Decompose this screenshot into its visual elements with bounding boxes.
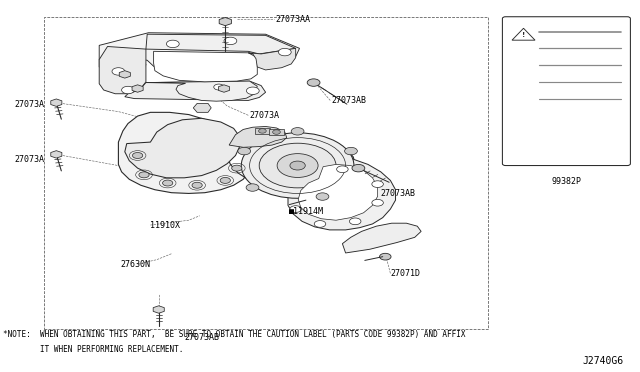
Text: 27073A: 27073A: [14, 100, 44, 109]
Circle shape: [372, 181, 383, 187]
Circle shape: [380, 253, 391, 260]
Polygon shape: [248, 48, 296, 70]
Circle shape: [278, 48, 291, 56]
Text: J2740G6: J2740G6: [583, 356, 624, 366]
Circle shape: [372, 199, 383, 206]
Circle shape: [192, 182, 202, 188]
Polygon shape: [118, 112, 355, 193]
Polygon shape: [255, 128, 270, 134]
Text: 99382P: 99382P: [552, 177, 581, 186]
Polygon shape: [154, 51, 257, 82]
Circle shape: [241, 133, 354, 198]
Text: 27073AB: 27073AB: [381, 189, 416, 198]
Circle shape: [139, 172, 149, 178]
Polygon shape: [125, 118, 240, 178]
Polygon shape: [269, 129, 284, 135]
Polygon shape: [99, 33, 300, 78]
Text: IT WHEN PERFORMING REPLACEMENT.: IT WHEN PERFORMING REPLACEMENT.: [3, 345, 184, 354]
Circle shape: [314, 221, 326, 227]
Text: 27630N: 27630N: [120, 260, 150, 269]
Text: 27073A: 27073A: [14, 155, 44, 164]
Polygon shape: [99, 46, 146, 94]
Circle shape: [277, 154, 318, 177]
Circle shape: [122, 86, 134, 94]
Circle shape: [352, 164, 365, 172]
Polygon shape: [146, 81, 257, 101]
Circle shape: [291, 128, 304, 135]
Polygon shape: [193, 103, 211, 112]
Polygon shape: [180, 131, 223, 146]
Polygon shape: [288, 158, 396, 230]
Circle shape: [214, 84, 224, 90]
Circle shape: [224, 37, 237, 45]
Circle shape: [246, 87, 259, 94]
Text: 27073AB: 27073AB: [332, 96, 367, 105]
Text: 27073A: 27073A: [250, 111, 280, 120]
Text: 27071D: 27071D: [390, 269, 420, 278]
Polygon shape: [218, 85, 230, 92]
Polygon shape: [125, 81, 266, 100]
Polygon shape: [298, 164, 378, 220]
Circle shape: [273, 130, 280, 134]
Polygon shape: [51, 151, 62, 158]
Circle shape: [290, 206, 301, 212]
Polygon shape: [342, 223, 421, 253]
Circle shape: [316, 193, 329, 200]
Circle shape: [232, 165, 242, 171]
Circle shape: [349, 218, 361, 225]
Polygon shape: [99, 56, 146, 75]
Circle shape: [238, 147, 251, 155]
Circle shape: [290, 161, 305, 170]
Polygon shape: [229, 126, 287, 147]
Polygon shape: [512, 28, 535, 40]
Circle shape: [112, 68, 125, 75]
Circle shape: [132, 153, 143, 158]
Polygon shape: [51, 99, 62, 106]
Circle shape: [166, 40, 179, 48]
Text: *NOTE:  WHEN OBTAINING THIS PART,  BE SURE TO OBTAIN THE CAUTION LABEL (PARTS CO: *NOTE: WHEN OBTAINING THIS PART, BE SURE…: [3, 330, 466, 339]
Text: !: !: [522, 32, 525, 38]
Circle shape: [220, 177, 230, 183]
Polygon shape: [119, 71, 131, 78]
Circle shape: [259, 143, 336, 188]
Text: 27073AA: 27073AA: [275, 15, 310, 24]
Text: ■11914M: ■11914M: [289, 207, 324, 216]
Polygon shape: [132, 85, 143, 92]
Circle shape: [163, 180, 173, 186]
Text: 11910X: 11910X: [150, 221, 180, 230]
Circle shape: [344, 147, 357, 155]
Bar: [44, 17, 488, 329]
Circle shape: [307, 79, 320, 86]
Polygon shape: [153, 306, 164, 313]
Polygon shape: [146, 34, 296, 54]
Circle shape: [337, 166, 348, 173]
Text: 27073AB: 27073AB: [184, 333, 220, 342]
FancyBboxPatch shape: [502, 17, 630, 166]
Circle shape: [246, 184, 259, 191]
Circle shape: [259, 129, 266, 133]
Polygon shape: [219, 17, 232, 26]
